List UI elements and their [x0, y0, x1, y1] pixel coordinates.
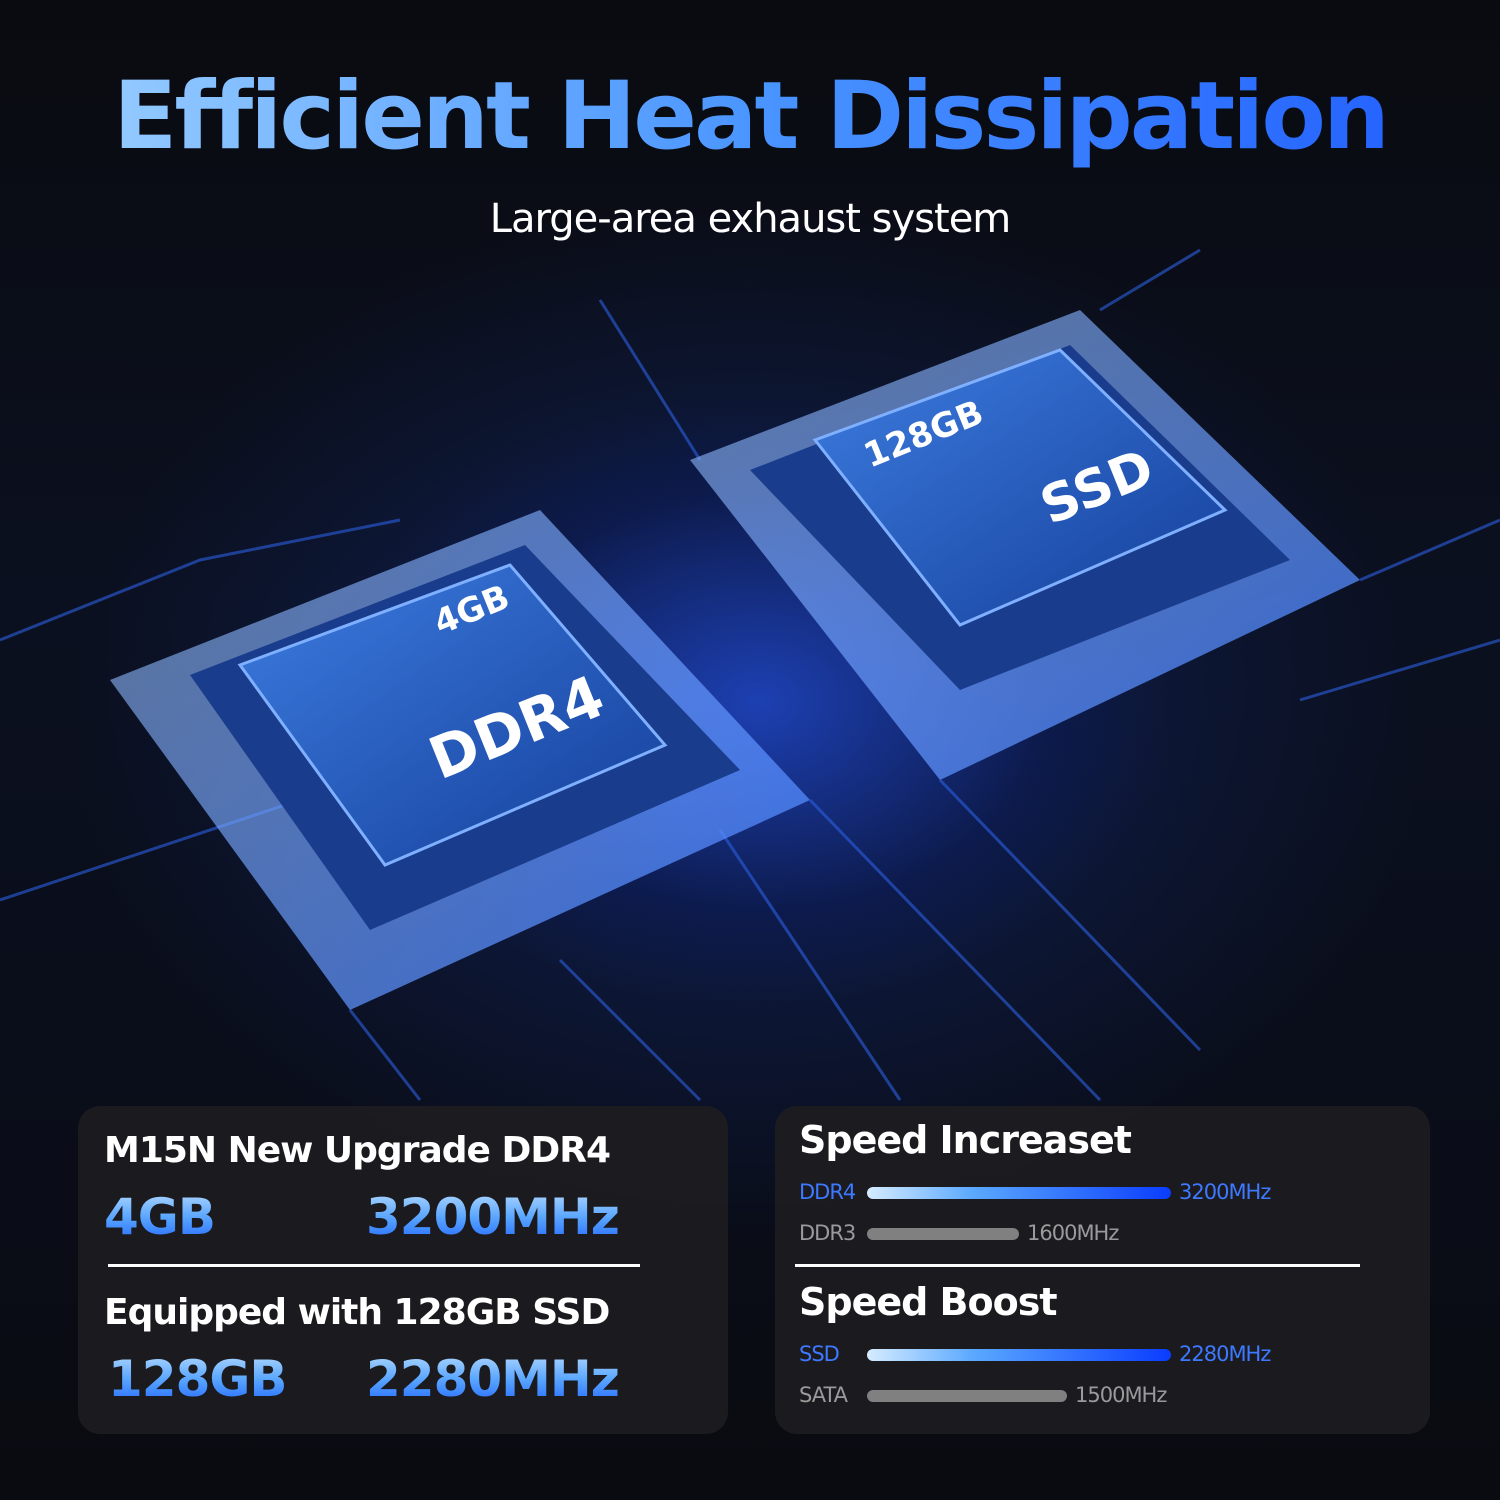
- speed-bar-label: SSD: [799, 1342, 840, 1366]
- ram-capacity: 4GB: [104, 1188, 216, 1246]
- spec-card-speed: Speed Increaset DDR4 3200MHz DDR3 1600MHz Spe…: [775, 1106, 1430, 1434]
- page-subtitle: Large-area exhaust system: [489, 196, 1012, 242]
- ram-speed: 3200MHz: [366, 1188, 620, 1246]
- spec-card-capacity: M15N New Upgrade DDR4 4GB 3200MHz Equipp…: [78, 1106, 728, 1434]
- ssd-capacity: 128GB: [108, 1350, 288, 1408]
- speed-bar-label: DDR4: [799, 1180, 856, 1204]
- speed-bar-value: 1600MHz: [1027, 1221, 1119, 1245]
- speed-group-heading: Speed Boost: [799, 1280, 1058, 1324]
- speed-bar-value: 3200MHz: [1179, 1180, 1271, 1204]
- speed-group-heading: Speed Increaset: [799, 1118, 1132, 1162]
- page-title: Efficient Heat Dissipation: [0, 62, 1500, 171]
- chip-ssd: 128GB SSD: [690, 310, 1360, 780]
- ssd-heading: Equipped with 128GB SSD: [104, 1292, 610, 1333]
- speed-bar-value: 1500MHz: [1075, 1383, 1167, 1407]
- ssd-speed: 2280MHz: [366, 1350, 620, 1408]
- circuit-traces: [0, 248, 1500, 1102]
- divider: [795, 1264, 1360, 1267]
- speed-bar: [867, 1349, 1171, 1361]
- ram-heading: M15N New Upgrade DDR4: [104, 1130, 611, 1171]
- speed-bar: [867, 1228, 1019, 1240]
- speed-bar-value: 2280MHz: [1179, 1342, 1271, 1366]
- speed-bar-label: DDR3: [799, 1221, 856, 1245]
- speed-bar-label: SATA: [799, 1383, 848, 1407]
- chip-ddr4: 4GB DDR4: [110, 510, 810, 1010]
- speed-bar: [867, 1390, 1067, 1402]
- speed-bar: [867, 1187, 1171, 1199]
- divider: [108, 1264, 640, 1267]
